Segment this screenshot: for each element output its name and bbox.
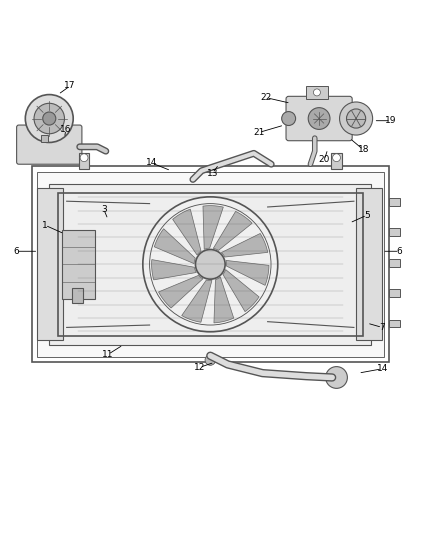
FancyBboxPatch shape <box>37 172 384 357</box>
Text: 22: 22 <box>260 93 272 102</box>
Polygon shape <box>213 212 252 251</box>
Circle shape <box>25 94 73 142</box>
Circle shape <box>195 249 225 279</box>
Bar <box>62 230 95 299</box>
Circle shape <box>143 197 278 332</box>
Bar <box>389 289 399 297</box>
Bar <box>331 154 342 168</box>
Circle shape <box>308 108 330 130</box>
Polygon shape <box>152 260 196 280</box>
FancyBboxPatch shape <box>17 125 82 164</box>
Text: 18: 18 <box>358 146 369 155</box>
Circle shape <box>332 154 340 161</box>
Text: 6: 6 <box>397 247 403 256</box>
Bar <box>356 188 382 341</box>
Text: 19: 19 <box>385 116 397 125</box>
Polygon shape <box>203 206 223 249</box>
Text: 16: 16 <box>60 125 71 134</box>
Circle shape <box>43 112 56 125</box>
Polygon shape <box>173 209 201 255</box>
Circle shape <box>314 89 321 96</box>
Text: 7: 7 <box>379 323 385 332</box>
Polygon shape <box>182 280 212 322</box>
Bar <box>37 188 63 341</box>
Bar <box>58 192 363 336</box>
Text: 17: 17 <box>64 82 76 91</box>
Text: 11: 11 <box>102 350 114 359</box>
Polygon shape <box>226 261 269 285</box>
Circle shape <box>346 109 366 128</box>
Bar <box>389 228 399 236</box>
Text: 5: 5 <box>364 211 370 220</box>
Bar <box>389 259 399 266</box>
Bar <box>49 184 371 345</box>
Text: 3: 3 <box>101 205 106 214</box>
Bar <box>72 288 83 303</box>
Text: 13: 13 <box>207 169 218 178</box>
Text: 6: 6 <box>13 247 19 256</box>
Circle shape <box>325 367 347 389</box>
Bar <box>389 198 399 206</box>
FancyBboxPatch shape <box>286 96 352 141</box>
Polygon shape <box>214 277 234 323</box>
Bar <box>41 135 47 142</box>
Text: 20: 20 <box>318 156 330 164</box>
Text: 14: 14 <box>377 364 388 373</box>
Text: 1: 1 <box>42 221 48 230</box>
Polygon shape <box>223 270 259 312</box>
Circle shape <box>282 111 296 125</box>
Bar <box>306 86 328 99</box>
Polygon shape <box>221 233 268 257</box>
Circle shape <box>339 102 373 135</box>
Text: 21: 21 <box>253 128 265 137</box>
Circle shape <box>34 103 64 134</box>
Polygon shape <box>159 276 203 308</box>
Circle shape <box>80 154 88 161</box>
Bar <box>79 154 89 168</box>
Circle shape <box>205 355 215 365</box>
Polygon shape <box>154 229 195 264</box>
Text: 14: 14 <box>146 158 157 167</box>
Bar <box>389 320 399 327</box>
Text: 12: 12 <box>194 363 205 372</box>
